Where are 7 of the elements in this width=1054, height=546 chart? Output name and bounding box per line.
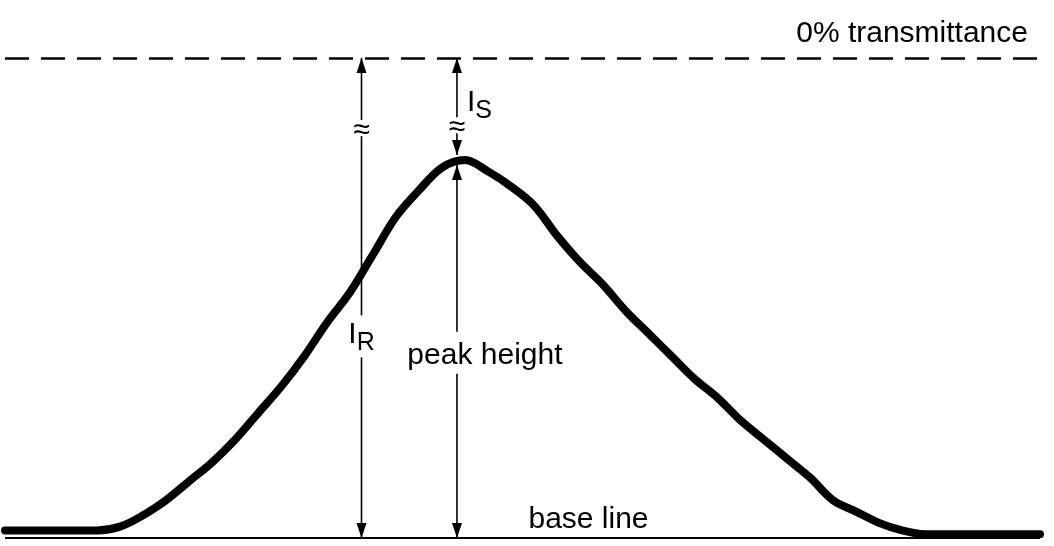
annotation: I$_{R}$ xyxy=(348,316,375,357)
ref-line-label: base line xyxy=(528,500,649,534)
annotation: peak height xyxy=(407,336,563,370)
text: ≈ xyxy=(353,111,370,145)
ref-line-label: 0% transmittance xyxy=(796,14,1028,48)
text: ≈ xyxy=(448,108,466,142)
text: I$_{S}$ xyxy=(466,84,492,124)
